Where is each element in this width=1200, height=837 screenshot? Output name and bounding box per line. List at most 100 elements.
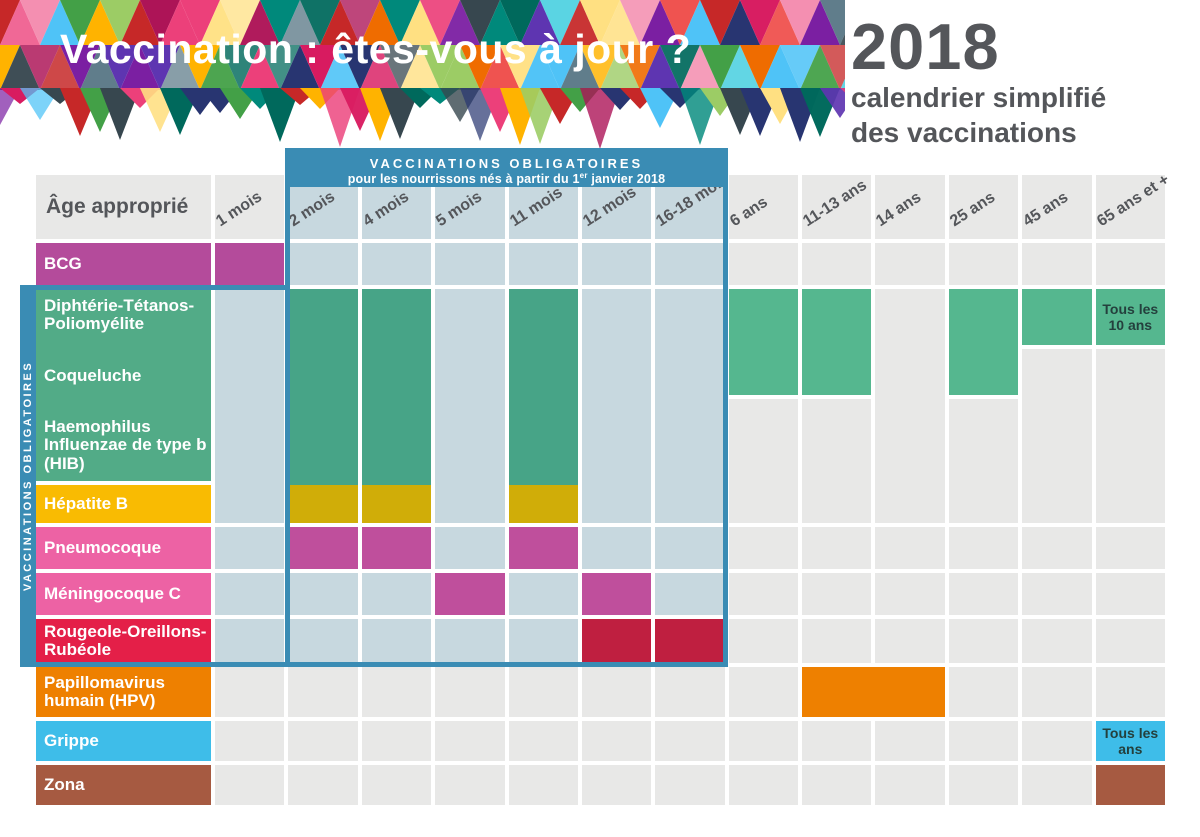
grid-cell (215, 573, 285, 615)
grid-cell (215, 667, 285, 717)
age-header-label: 14 ans (873, 188, 925, 231)
grid-cell (508, 619, 578, 663)
age-header-14-ans: 14 ans (873, 175, 945, 239)
grid-cell (875, 765, 945, 805)
grid-cell (288, 243, 358, 285)
grid-cell (802, 573, 872, 615)
grid-cell (361, 765, 432, 805)
grid-cell (361, 667, 432, 717)
row-label-rougeole-oreillons-rubeole: Rougeole-Oreillons-Rubéole (36, 619, 211, 663)
grid-cell (288, 765, 358, 805)
grid-cell (728, 721, 799, 761)
grid-cell (728, 765, 799, 805)
vaccine-name: BCG (44, 253, 82, 273)
grid-cell (1022, 619, 1092, 663)
grid-cell (508, 573, 578, 615)
grid-cell (361, 619, 432, 663)
grid-cell (655, 619, 725, 663)
grid-cell (215, 619, 285, 663)
age-header-label: 2 mois (286, 188, 339, 231)
grid-cell (728, 573, 799, 615)
age-header-6-ans: 6 ans (726, 175, 799, 239)
vaccine-name: Grippe (44, 730, 99, 750)
grid-cell (802, 243, 872, 285)
grid-cell (435, 573, 505, 615)
grid-cell (655, 243, 725, 285)
grid-cell: Tous les 10 ans (1095, 289, 1165, 345)
grid-cell (802, 289, 872, 395)
grid-cell (728, 399, 799, 523)
grid-cell (948, 289, 1019, 395)
grid-cell (948, 527, 1019, 569)
grid-cell (288, 619, 358, 663)
grid-cell (655, 289, 725, 523)
age-header-65-ans-et-+: 65 ans et + (1094, 171, 1172, 239)
row-label-zona: Zona (36, 765, 211, 805)
grid-cell (581, 721, 652, 761)
age-header-label: 11 mois (506, 183, 566, 231)
grid-cell (948, 399, 1019, 523)
grid-cell (802, 765, 872, 805)
age-header-2-mois: 2 mois (286, 175, 358, 239)
row-label-grippe: Grippe (36, 721, 211, 761)
age-header-label: 25 ans (947, 188, 999, 231)
grid-cell (435, 243, 505, 285)
grid-cell (1022, 765, 1092, 805)
row-label-hepatite-b: Hépatite B (36, 485, 211, 523)
grid-cell (508, 667, 578, 717)
obligatory-box-title: VACCINATIONS OBLIGATOIRES (369, 156, 644, 171)
grid-cell (948, 573, 1019, 615)
grid-cell (728, 289, 799, 395)
grid-cell (581, 765, 652, 805)
grid-cell (435, 289, 505, 523)
grid-cell: Tous les ans (1095, 721, 1165, 761)
grid-cell (802, 399, 872, 523)
age-header-12-mois: 12 mois (580, 175, 652, 239)
vaccine-name: Coqueluche (44, 365, 142, 385)
obligatory-frame-bottom-line (20, 662, 285, 667)
grid-cell (655, 667, 725, 717)
age-header-label: 5 mois (433, 188, 486, 231)
grid-cell (581, 527, 652, 569)
vaccine-name: Diphtérie-Tétanos-Poliomyélite (44, 296, 195, 334)
vaccine-name: Hépatite B (44, 493, 129, 513)
grid-cell (288, 485, 358, 523)
grid-cell (508, 243, 578, 285)
age-header-label: 4 mois (359, 188, 412, 231)
row-label-bcg: BCG (36, 243, 211, 285)
grid-cell (875, 289, 945, 523)
vaccine-name: Rougeole-Oreillons-Rubéole (44, 621, 207, 659)
grid-cell (1095, 765, 1165, 805)
age-header-45-ans: 45 ans (1020, 175, 1092, 239)
grid-cell (728, 667, 799, 717)
grid-cell (802, 527, 872, 569)
grid-cell (288, 667, 358, 717)
grid-cell (361, 573, 432, 615)
grid-cell (435, 721, 505, 761)
grid-cell (948, 721, 1019, 761)
grid-cell (875, 721, 945, 761)
grid-cell (508, 485, 578, 523)
grid-cell (215, 721, 285, 761)
grid-cell (288, 721, 358, 761)
grid-cell (1022, 527, 1092, 569)
grid-cell (435, 765, 505, 805)
grid-cell (728, 619, 799, 663)
grid-cell (1095, 573, 1165, 615)
grid-cell (435, 527, 505, 569)
grid-cell (1095, 243, 1165, 285)
row-label-dtp-group: Diphtérie-Tétanos-Poliomyélite Coqueluche… (36, 289, 211, 481)
grid-cell (215, 527, 285, 569)
vaccine-name: Zona (44, 774, 85, 794)
grid-cell (875, 573, 945, 615)
grid-cell (288, 573, 358, 615)
grid-cell (581, 667, 652, 717)
grid-cell (655, 573, 725, 615)
grid-cell (215, 289, 285, 523)
age-header-label: 6 ans (726, 193, 771, 231)
grid-cell (948, 765, 1019, 805)
grid-cell (655, 527, 725, 569)
grid-cell (581, 619, 652, 663)
vaccine-name: Méningocoque C (44, 583, 181, 603)
age-header-4-mois: 4 mois (359, 175, 432, 239)
